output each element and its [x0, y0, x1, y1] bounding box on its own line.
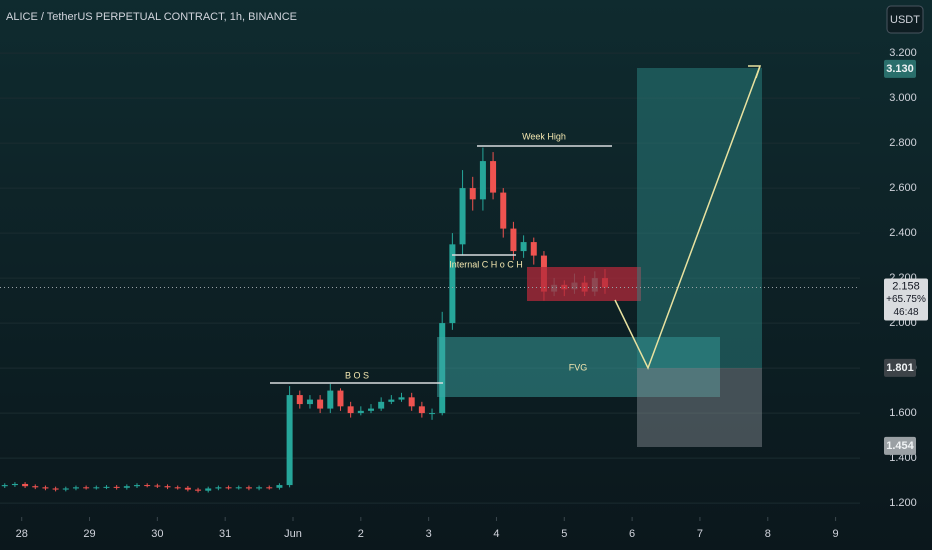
x-tick-label: 7 [697, 528, 703, 540]
candle-body [154, 485, 161, 487]
plot [0, 52, 860, 504]
candle-body [317, 399, 324, 409]
y-tick-label: 1.600 [889, 407, 917, 419]
candle-body [429, 413, 436, 415]
chart-title: ALICE / TetherUS PERPETUAL CONTRACT, 1h,… [6, 11, 297, 23]
projection-arrowhead [748, 65, 762, 79]
candle-body [184, 487, 191, 490]
candle-body [357, 410, 364, 414]
week-high-label: Week High [522, 131, 566, 141]
candle-body [32, 486, 39, 488]
candle-body [469, 188, 476, 200]
price-badge [884, 436, 916, 455]
x-tick-label: 28 [16, 528, 28, 540]
candle-body [520, 242, 527, 252]
currency-button[interactable] [886, 5, 924, 34]
y-tick-label: 2.800 [889, 137, 917, 149]
candle-body [113, 486, 120, 488]
candle-body [449, 244, 456, 324]
x-tick-label: 5 [561, 528, 567, 540]
candle-body [22, 483, 29, 487]
candle-body [93, 487, 100, 489]
candle-body [215, 487, 222, 489]
candle-body [256, 487, 263, 489]
candle-body [134, 485, 141, 487]
supply-zone [527, 267, 641, 301]
x-tick-label: Jun [284, 528, 302, 540]
x-tick-label: 4 [493, 528, 499, 540]
candle-body [123, 486, 130, 488]
fvg-zone [437, 337, 720, 397]
currency-label: USDT [890, 14, 920, 26]
candle-body [11, 483, 18, 486]
candle-body [510, 228, 517, 252]
candle-body [1, 485, 8, 487]
candle-body [530, 242, 537, 256]
candle-body [286, 395, 293, 486]
candle-body [398, 397, 405, 400]
candle-body [103, 486, 110, 488]
candle-body [388, 399, 395, 402]
candle-body [195, 489, 202, 491]
projection-path [614, 65, 761, 370]
x-tick-label: 31 [219, 528, 231, 540]
fvg-label: FVG [569, 362, 588, 372]
candle-body [245, 487, 252, 489]
candle-body [72, 487, 79, 489]
candle-body [62, 488, 69, 490]
y-tick-label: 2.600 [889, 182, 917, 194]
price-badge [884, 59, 916, 78]
current-price-change: +65.75% [886, 294, 926, 305]
candle-body [418, 406, 425, 414]
current-price-countdown: 46:48 [893, 307, 918, 318]
candle-body [174, 487, 181, 489]
candle-body [327, 390, 334, 409]
y-tick-label: 2.400 [889, 227, 917, 239]
candle-body [347, 406, 354, 414]
candle-body [52, 488, 59, 490]
current-price-badge [884, 278, 928, 321]
y-tick-label: 1.200 [889, 497, 917, 509]
candle-body [459, 188, 466, 245]
stop-zone [637, 368, 762, 447]
x-tick-label: 9 [833, 528, 839, 540]
candle-body [378, 401, 385, 409]
candle-body [235, 487, 242, 489]
choch-label: Internal C H o C H [449, 259, 523, 269]
candle-body [266, 487, 273, 489]
x-tick-label: 2 [358, 528, 364, 540]
candle-body [306, 399, 313, 405]
candle-body [205, 488, 212, 491]
price-badge-label: 3.130 [886, 63, 914, 75]
candle-body [83, 487, 90, 489]
price-badge-label: 1.454 [886, 440, 914, 452]
current-price-label: 2.158 [892, 280, 920, 292]
price-badge-label: 1.801 [886, 362, 914, 374]
x-tick-label: 29 [83, 528, 95, 540]
candle-body [490, 161, 497, 193]
x-tick-label: 8 [765, 528, 771, 540]
candle-body [276, 485, 283, 488]
x-tick-label: 6 [629, 528, 635, 540]
candle-body [225, 487, 232, 489]
y-tick-label: 3.000 [889, 92, 917, 104]
candle-body [408, 397, 415, 407]
y-tick-label: 3.200 [889, 47, 917, 59]
bos-label: B O S [345, 370, 369, 380]
candle-body [42, 487, 49, 489]
y-tick-label: 1.400 [889, 452, 917, 464]
candle-body [367, 408, 374, 411]
candle-body [296, 395, 303, 405]
x-tick-label: 30 [151, 528, 163, 540]
candle-body [337, 390, 344, 407]
candle-body [500, 192, 507, 229]
candle-body [164, 486, 171, 488]
price-badge [884, 358, 916, 377]
x-tick-label: 3 [426, 528, 432, 540]
candle-body [479, 161, 486, 200]
candle-body [144, 485, 151, 487]
